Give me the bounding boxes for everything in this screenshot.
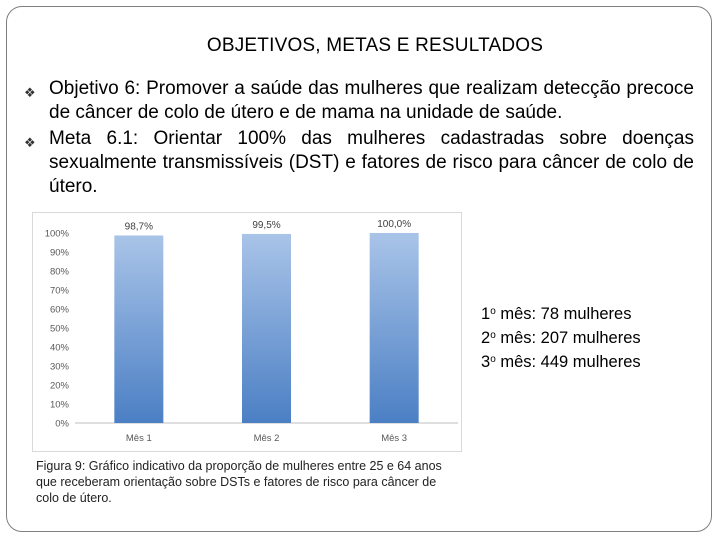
y-tick-label: 30% [50,362,70,373]
data-label: 98,7% [125,221,153,232]
bullet-text: Promover a saúde das mulheres que realiz… [49,78,694,123]
decorative-bullet-icon: ❖ [24,135,36,150]
slide-title: OBJETIVOS, METAS E RESULTADOS [206,35,544,56]
bullet-goal: ❖ Meta 6.1: Orientar 100% das mulheres c… [24,127,694,199]
chart-canvas: 0% 10% 20% 30% 40% 50% 60% 70% 80% 90% 100% 98,7% Mê… [45,219,458,444]
bullet-objective: ❖ Objetivo 6: Promover a saúde das mulhe… [24,77,694,125]
y-tick-label: 0% [55,419,69,430]
figure-caption: Figura 9: Gráfico indicativo da proporçã… [36,459,442,505]
monthly-count-1: 1o mês: 78 mulheres [481,305,632,323]
bar-chart: 0% 10% 20% 30% 40% 50% 60% 70% 80% 90% 100% 98,7% Mê… [32,212,462,452]
y-tick-label: 40% [50,343,70,354]
monthly-count-3: 3o mês: 449 mulheres [481,353,641,371]
x-tick-label: Mês 3 [381,433,407,444]
bullet-lead: Meta 6.1: [49,128,139,149]
bar-3 [369,233,419,423]
data-label: 100,0% [377,219,411,230]
decorative-bullet-icon: ❖ [24,85,36,100]
y-tick-label: 100% [45,229,70,240]
bar-1 [114,235,164,423]
y-tick-label: 70% [50,286,70,297]
y-tick-label: 10% [50,400,70,411]
data-label: 99,5% [252,220,280,231]
y-tick-label: 90% [50,248,70,259]
y-tick-label: 20% [50,381,70,392]
y-tick-label: 60% [50,305,70,316]
monthly-count-2: 2o mês: 207 mulheres [481,329,641,347]
x-tick-label: Mês 1 [126,433,152,444]
y-tick-label: 80% [50,267,70,278]
bar-2 [242,233,291,423]
bullet-text: Orientar 100% das mulheres cadastradas s… [49,128,694,197]
bullet-lead: Objetivo 6: [49,78,141,99]
x-tick-label: Mês 2 [254,433,280,444]
monthly-counts: 1o mês: 78 mulheres 2o mês: 207 mulheres… [481,301,641,373]
y-tick-label: 50% [50,324,70,335]
